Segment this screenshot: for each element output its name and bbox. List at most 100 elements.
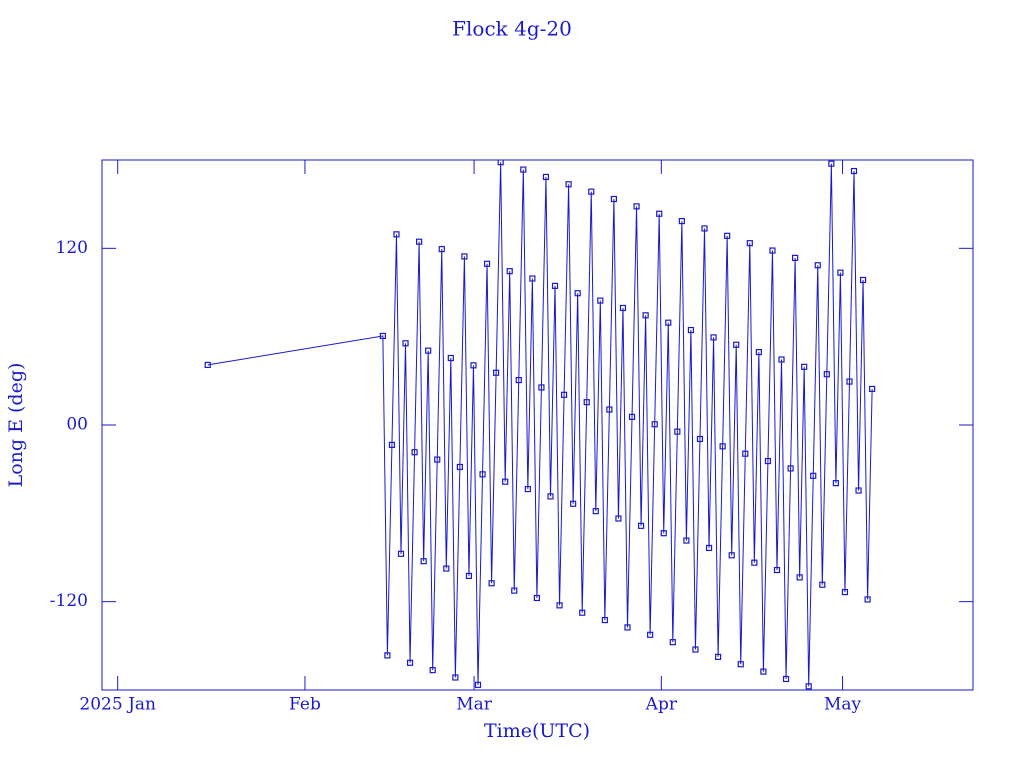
data-marker (565, 181, 572, 188)
data-marker (615, 515, 622, 522)
data-marker (533, 594, 540, 602)
data-marker (850, 167, 858, 175)
y-axis-label: Long E (deg) (5, 363, 27, 488)
data-marker (560, 391, 568, 398)
data-marker (805, 683, 812, 690)
data-marker (651, 421, 658, 428)
x-axis-label: Time(UTC) (484, 720, 590, 742)
data-marker (456, 463, 463, 471)
data-marker (792, 254, 799, 262)
data-marker (452, 674, 459, 681)
data-marker (828, 160, 835, 167)
data-marker (823, 371, 830, 378)
data-marker (687, 326, 695, 334)
data-marker (692, 646, 699, 653)
data-marker (493, 369, 500, 376)
data-marker (406, 659, 414, 666)
data-marker (529, 275, 536, 282)
data-marker (701, 225, 708, 232)
data-marker (782, 675, 790, 683)
data-marker (388, 441, 396, 448)
data-marker (674, 428, 681, 435)
data-marker (556, 602, 563, 609)
x-tick-label: Mar (456, 695, 493, 715)
data-marker (443, 565, 450, 572)
data-marker (393, 231, 400, 238)
data-marker (619, 304, 627, 312)
data-marker (810, 472, 817, 479)
data-marker (204, 361, 211, 369)
data-marker (855, 487, 862, 494)
data-marker (379, 332, 386, 340)
data-marker (869, 385, 876, 393)
data-marker (665, 319, 672, 326)
data-marker (773, 566, 781, 574)
data-marker (760, 668, 767, 675)
data-marker (696, 435, 704, 443)
data-marker (846, 378, 853, 385)
data-marker (606, 406, 613, 413)
data-marker (801, 363, 808, 370)
data-marker (420, 558, 427, 565)
data-marker (633, 203, 640, 210)
data-marker (819, 581, 826, 588)
data-marker (425, 347, 432, 354)
data-marker (733, 341, 740, 348)
data-marker (502, 478, 509, 485)
x-tick-label: Apr (645, 695, 678, 715)
data-marker (416, 238, 423, 245)
data-marker (547, 493, 554, 500)
data-marker (705, 544, 713, 552)
data-marker (597, 297, 604, 304)
x-tick-label: May (824, 695, 862, 715)
data-marker (570, 500, 577, 507)
data-marker (769, 247, 776, 254)
data-marker (524, 485, 531, 493)
data-marker (579, 609, 586, 616)
data-marker (728, 552, 735, 559)
data-marker (447, 354, 454, 362)
y-tick-label: 120 (56, 238, 88, 258)
data-marker (724, 232, 731, 239)
data-marker (511, 587, 518, 594)
data-marker (637, 522, 645, 529)
data-marker (710, 334, 717, 341)
x-tick-label: 2025 Jan (79, 695, 156, 715)
chart-title: Flock 4g-20 (452, 17, 572, 41)
data-marker (683, 537, 690, 544)
data-marker (742, 450, 749, 457)
data-marker (778, 356, 785, 363)
data-marker (841, 588, 849, 596)
data-marker (538, 384, 545, 391)
data-marker (678, 217, 685, 225)
plot-area (204, 160, 876, 690)
data-marker (624, 624, 631, 631)
x-tick-label: Feb (289, 695, 321, 715)
data-marker (669, 639, 676, 646)
data-marker (429, 667, 436, 674)
data-marker (520, 166, 527, 173)
data-marker (764, 457, 772, 465)
data-marker (583, 399, 590, 406)
data-marker (397, 550, 405, 557)
data-marker (411, 449, 418, 456)
data-marker (628, 413, 636, 421)
data-marker (465, 572, 473, 580)
data-marker (461, 253, 468, 260)
y-tick-label: 00 (66, 415, 88, 435)
data-marker (551, 282, 559, 289)
data-marker (542, 173, 550, 181)
data-marker (610, 195, 618, 203)
data-marker (715, 653, 722, 660)
data-marker (647, 631, 654, 638)
data-marker (755, 349, 762, 356)
data-marker (601, 616, 608, 624)
data-marker (497, 160, 504, 166)
data-marker (479, 471, 486, 478)
data-marker (470, 362, 477, 369)
data-marker (832, 480, 839, 487)
data-marker (787, 465, 794, 472)
data-marker (434, 456, 441, 463)
data-marker (483, 260, 491, 267)
